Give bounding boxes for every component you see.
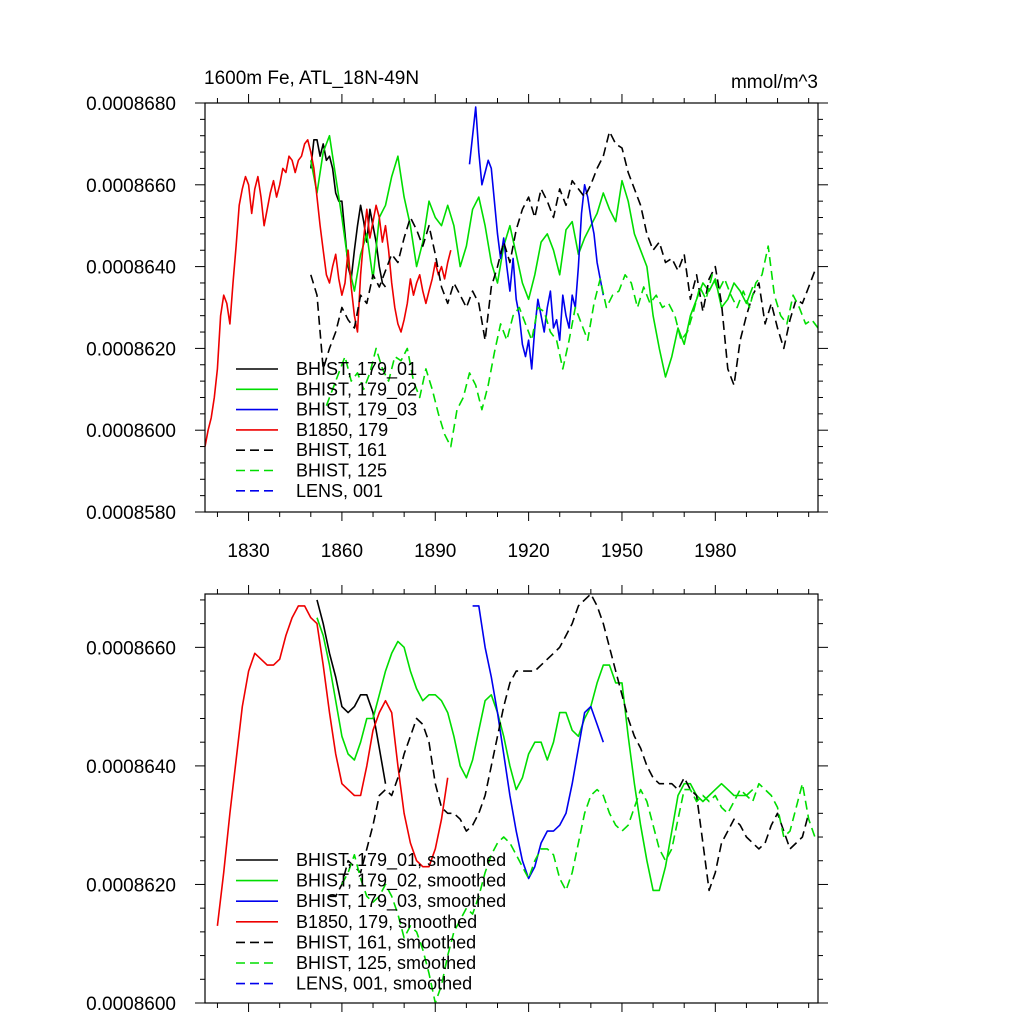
series-group xyxy=(216,594,816,1003)
series-group xyxy=(205,106,818,448)
y-tick-label: 0.0008600 xyxy=(86,994,176,1015)
x-tick-label: 1920 xyxy=(507,541,549,562)
units-label: mmol/m^3 xyxy=(731,72,818,93)
legend-entry: BHIST, 179_01, smoothed xyxy=(296,850,506,871)
series-line-b1850-179 xyxy=(205,139,452,447)
y-tick-label: 0.0008660 xyxy=(86,638,176,659)
legend-entry: BHIST, 125, smoothed xyxy=(296,953,476,973)
series-line-bhist-125-smoothed xyxy=(341,782,816,1003)
bottom-panel: 0.0008600 0.0008620 0.0008640 0.0008660 BHIS… xyxy=(86,585,828,1015)
legend-entry: B1850, 179 xyxy=(296,420,388,440)
legend-entry: BHIST, 161 xyxy=(296,440,387,460)
series-line-bhist-161 xyxy=(310,130,816,387)
y-tick-label: 0.0008680 xyxy=(86,94,176,115)
legend-entry: B1850, 179, smoothed xyxy=(296,912,477,932)
y-tick-label: 0.0008620 xyxy=(86,339,176,360)
plot-frame xyxy=(204,102,819,513)
legend-entry: LENS, 001, smoothed xyxy=(296,974,472,994)
series-line-bhist-179-01-smoothed xyxy=(316,599,387,784)
legend-entry: BHIST, 179_01 xyxy=(296,359,417,380)
y-tick-label: 0.0008600 xyxy=(86,421,176,442)
legend-entry: BHIST, 125 xyxy=(296,461,387,481)
series-line-bhist-161-smoothed xyxy=(329,594,810,898)
legend-entry: BHIST, 179_02, smoothed xyxy=(296,871,506,892)
y-tick-label: 0.0008660 xyxy=(86,176,176,197)
series-line-bhist-179-02-smoothed xyxy=(316,617,754,892)
x-tick-label: 1860 xyxy=(321,541,363,562)
legend-entry: BHIST, 179_02 xyxy=(296,379,417,400)
legend-entry: BHIST, 179_03 xyxy=(296,400,417,421)
series-line-bhist-179-03 xyxy=(468,106,605,370)
x-tick-label: 1980 xyxy=(694,541,736,562)
chart-title: 1600m Fe, ATL_18N-49N xyxy=(204,68,419,89)
y-tick-label: 0.0008640 xyxy=(86,757,176,778)
y-tick-label: 0.0008620 xyxy=(86,875,176,896)
legend-entry: BHIST, 179_03, smoothed xyxy=(296,891,506,912)
x-tick-label: 1830 xyxy=(227,541,269,562)
x-tick-label: 1890 xyxy=(414,541,456,562)
y-tick-label: 0.0008640 xyxy=(86,258,176,279)
legend-entry: LENS, 001 xyxy=(296,481,383,501)
series-line-b1850-179-smoothed xyxy=(216,605,449,926)
top-panel: 1600m Fe, ATL_18N-49N mmol/m^3 1830 1860 1… xyxy=(86,68,828,562)
legend-entry: BHIST, 161, smoothed xyxy=(296,932,476,952)
x-tick-label: 1950 xyxy=(601,541,643,562)
plot-frame xyxy=(204,593,819,1004)
series-line-bhist-125 xyxy=(325,245,818,448)
y-tick-label: 0.0008580 xyxy=(86,503,176,524)
